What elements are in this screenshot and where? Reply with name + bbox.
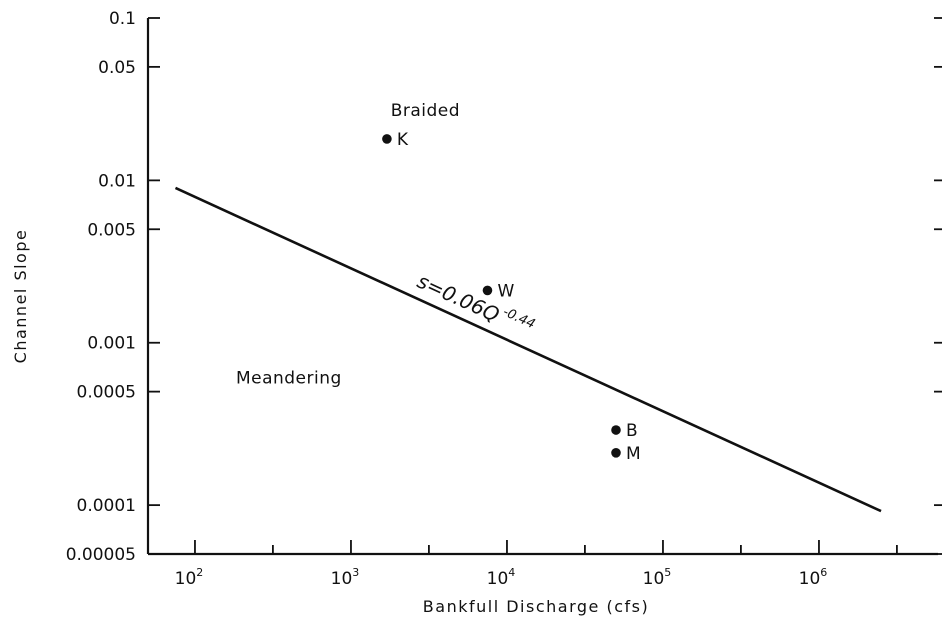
x-tick-label-exponent: 4 <box>508 566 515 579</box>
x-tick-label-exponent: 3 <box>352 566 359 579</box>
data-point <box>611 448 621 458</box>
fit-line <box>174 186 882 513</box>
y-tick-label: 0.0001 <box>77 496 136 516</box>
x-tick-label-base: 10 <box>331 569 353 589</box>
data-point <box>611 425 621 435</box>
data-points: K W BM <box>382 130 641 464</box>
x-tick-label-exponent: 5 <box>664 566 671 579</box>
fit-line-group: s=0.06Q-0.44 <box>174 186 882 513</box>
y-tick-label: 0.00005 <box>66 545 136 565</box>
x-tick-label-base: 10 <box>175 569 197 589</box>
x-tick-label: 103 <box>331 566 360 589</box>
point-label: B <box>626 421 638 441</box>
x-tick-label-base: 10 <box>799 569 821 589</box>
x-tick-label: 105 <box>643 566 672 589</box>
data-point <box>482 285 493 296</box>
x-tick-label-base: 10 <box>487 569 509 589</box>
axes <box>146 18 938 556</box>
point-label: K <box>397 130 409 150</box>
x-axis-label: Bankfull Discharge (cfs) <box>423 597 649 616</box>
y-tick-label: 0.0005 <box>77 383 136 403</box>
x-tick-label-exponent: 2 <box>196 566 203 579</box>
x-tick-label-exponent: 6 <box>820 566 827 579</box>
y-ticks: 0.1 0.05 0.01 0.005 0.001 0.0005 0.0001 0.00005 <box>66 9 942 565</box>
region-label: Braided <box>391 101 460 121</box>
x-ticks: 102 103 104 105 106 <box>175 540 898 589</box>
point-label: W <box>497 281 514 301</box>
y-tick-label: 0.001 <box>87 334 136 354</box>
x-tick-label: 106 <box>799 566 828 589</box>
x-tick-label: 102 <box>175 566 204 589</box>
y-axis-label: Channel Slope <box>11 229 30 364</box>
x-tick-label: 104 <box>487 566 516 589</box>
point-label: M <box>626 444 641 464</box>
y-tick-label: 0.005 <box>87 220 136 240</box>
x-tick-label-base: 10 <box>643 569 665 589</box>
fit-equation-exponent: -0.44 <box>500 305 537 333</box>
y-tick-label: 0.05 <box>98 58 136 78</box>
data-point <box>382 134 392 144</box>
region-label: Meandering <box>236 369 342 389</box>
y-tick-label: 0.01 <box>98 171 136 191</box>
region-labels: Braided Meandering <box>236 101 460 389</box>
y-tick-label: 0.1 <box>109 9 136 29</box>
